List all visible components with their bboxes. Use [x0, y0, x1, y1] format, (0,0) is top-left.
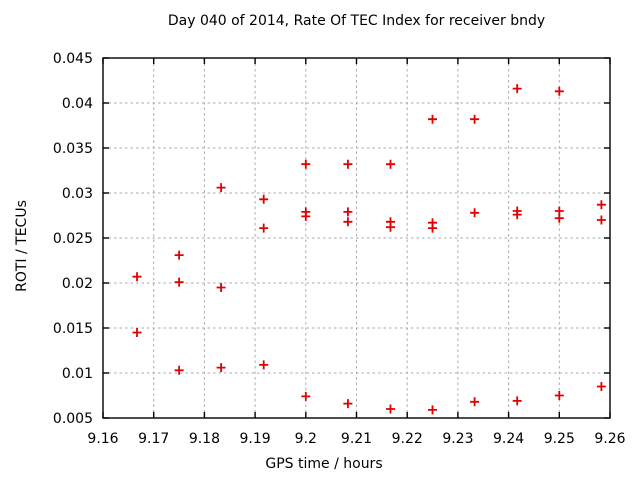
- x-tick-label: 9.24: [493, 431, 524, 447]
- x-tick-label: 9.25: [544, 431, 575, 447]
- x-tick-label: 9.18: [189, 431, 220, 447]
- data-point-marker: [386, 404, 395, 414]
- data-point-marker: [470, 397, 480, 407]
- y-tick-label: 0.01: [62, 366, 93, 382]
- data-point-marker: [216, 183, 226, 193]
- data-point-marker: [596, 200, 606, 210]
- data-point-marker: [343, 399, 353, 409]
- y-tick-label: 0.035: [53, 141, 93, 157]
- x-axis-title: GPS time / hours: [265, 456, 383, 472]
- data-point-marker: [554, 213, 564, 223]
- y-tick-label: 0.03: [62, 186, 93, 202]
- data-point-marker: [216, 283, 226, 292]
- data-point-marker: [554, 391, 564, 400]
- data-point-marker: [386, 159, 395, 169]
- data-point-marker: [512, 396, 522, 406]
- y-tick-label: 0.04: [62, 96, 93, 112]
- data-point-marker: [174, 250, 184, 260]
- x-tick-label: 9.21: [341, 431, 372, 447]
- data-point-marker: [174, 365, 184, 375]
- x-tick-label: 9.22: [392, 431, 423, 447]
- data-point-marker: [216, 363, 226, 373]
- y-tick-label: 0.02: [62, 276, 93, 292]
- data-point-marker: [512, 210, 522, 220]
- x-tick-label: 9.2: [295, 431, 317, 447]
- y-tick-label: 0.005: [53, 411, 93, 427]
- data-point-marker: [470, 114, 480, 124]
- x-tick-label: 9.16: [87, 431, 118, 447]
- data-point-marker: [386, 222, 395, 232]
- data-point-marker: [512, 84, 522, 94]
- chart-title: Day 040 of 2014, Rate Of TEC Index for r…: [167, 13, 546, 29]
- x-tick-label: 9.23: [442, 431, 473, 447]
- data-point-marker: [428, 223, 437, 233]
- data-point-marker: [174, 277, 184, 287]
- data-point-marker: [132, 328, 142, 337]
- data-point-marker: [301, 159, 311, 169]
- data-point-marker: [259, 360, 269, 370]
- data-point-marker: [470, 208, 480, 218]
- data-point-marker: [343, 217, 353, 227]
- y-tick-label: 0.015: [53, 321, 93, 337]
- data-point-marker: [343, 207, 353, 217]
- data-point-marker: [428, 405, 437, 415]
- x-tick-label: 9.17: [138, 431, 169, 447]
- data-point-marker: [428, 114, 437, 124]
- data-point-marker: [132, 272, 142, 282]
- data-point-marker: [596, 215, 606, 225]
- y-tick-label: 0.045: [53, 51, 93, 67]
- y-tick-label: 0.025: [53, 231, 93, 247]
- data-point-marker: [301, 391, 311, 401]
- data-point-marker: [259, 223, 269, 233]
- data-point-marker: [596, 382, 606, 391]
- x-tick-label: 9.19: [240, 431, 271, 447]
- data-point-marker: [301, 211, 311, 221]
- data-point-marker: [343, 159, 353, 169]
- data-point-marker: [259, 194, 269, 204]
- x-tick-label: 9.26: [594, 431, 625, 447]
- data-point-marker: [554, 86, 564, 96]
